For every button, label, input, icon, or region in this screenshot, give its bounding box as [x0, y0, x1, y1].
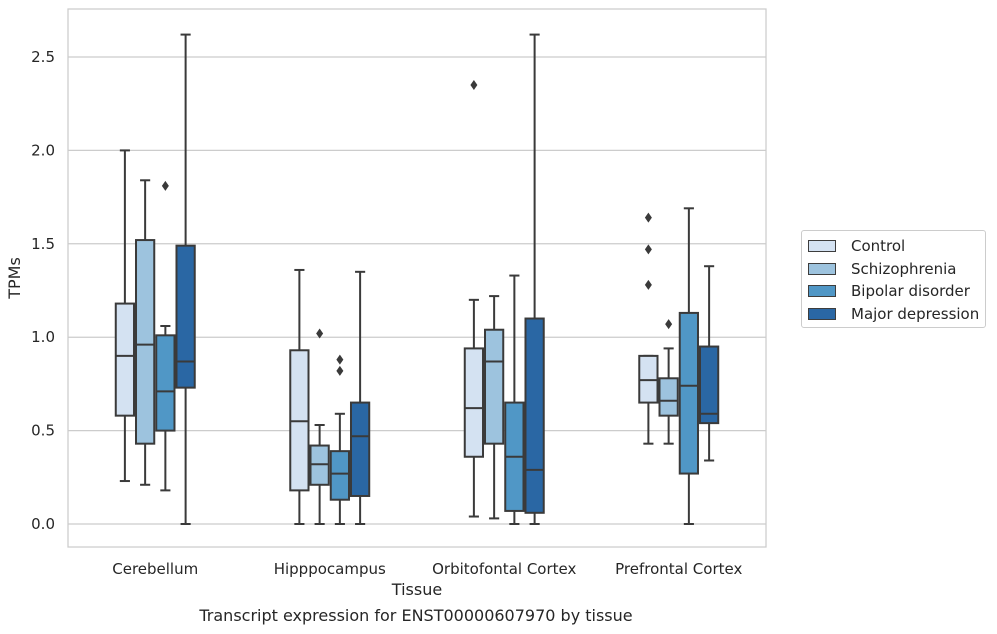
box	[698, 345, 720, 425]
box	[678, 311, 699, 475]
legend-swatch	[808, 285, 836, 298]
box-group	[504, 274, 525, 525]
box-group	[463, 80, 485, 518]
box	[155, 334, 176, 432]
box-group	[309, 328, 330, 525]
box-group	[349, 270, 371, 525]
box-group	[658, 319, 679, 445]
legend-label: Major depression	[851, 304, 980, 323]
y-tick-label: 2.5	[31, 48, 55, 66]
plot-area	[67, 8, 767, 548]
y-tick-label: 1.5	[31, 235, 55, 253]
box-group	[638, 212, 659, 445]
legend-label: Schizophrenia	[851, 259, 957, 278]
outlier-point	[644, 279, 652, 290]
box-group	[114, 149, 136, 483]
box	[114, 302, 136, 417]
box	[658, 377, 679, 417]
outlier-point	[665, 319, 673, 330]
y-tick-label: 0.0	[31, 515, 55, 533]
chart-caption: Transcript expression for ENST0000060797…	[199, 606, 633, 625]
box	[135, 239, 156, 445]
x-tick-label: Prefrontal Cortex	[615, 560, 742, 578]
box-group	[678, 207, 699, 525]
box-group	[329, 354, 350, 525]
legend-item: Bipolar disorder	[802, 280, 985, 303]
legend-item: Schizophrenia	[802, 258, 985, 281]
legend-item: Control	[802, 235, 985, 258]
box-group	[484, 295, 505, 520]
y-tick-label: 2.0	[31, 141, 55, 159]
legend-item: Major depression	[802, 303, 985, 326]
y-axis-label: TPMs	[5, 257, 24, 300]
x-axis-label: Tissue	[391, 580, 442, 599]
box-group	[698, 265, 720, 462]
legend-label: Control	[851, 237, 906, 256]
box	[484, 328, 505, 445]
y-tick-labels: 0.0 0.5 1.0 1.5 2.0 2.5	[31, 48, 55, 533]
box	[524, 317, 545, 514]
legend-swatch	[808, 307, 836, 320]
outlier-point	[470, 80, 478, 91]
x-tick-labels: Cerebellum Hipppocampus Orbitofontal Corte…	[112, 560, 742, 578]
outlier-point	[316, 328, 324, 339]
legend-swatch	[808, 240, 836, 253]
box-group	[135, 179, 156, 486]
box-group	[175, 33, 196, 525]
legend: Control Schizophrenia Bipolar disorder Majo…	[801, 230, 986, 328]
legend-swatch	[808, 262, 836, 275]
outlier-point	[644, 212, 652, 223]
box	[329, 450, 350, 501]
outlier-point	[644, 244, 652, 255]
box	[463, 347, 485, 458]
x-tick-label: Cerebellum	[112, 560, 198, 578]
box	[175, 244, 196, 389]
y-tick-label: 1.0	[31, 328, 55, 346]
legend-label: Bipolar disorder	[851, 282, 970, 301]
y-tick-label: 0.5	[31, 422, 55, 440]
box	[349, 401, 371, 497]
box-group	[524, 33, 545, 525]
box-group	[289, 268, 310, 525]
outlier-point	[336, 354, 344, 365]
outlier-point	[336, 365, 344, 376]
x-tick-label: Hipppocampus	[274, 560, 386, 578]
box-group	[155, 180, 176, 492]
box-series	[114, 33, 720, 525]
x-tick-label: Orbitofontal Cortex	[432, 560, 576, 578]
outlier-point	[161, 180, 169, 191]
